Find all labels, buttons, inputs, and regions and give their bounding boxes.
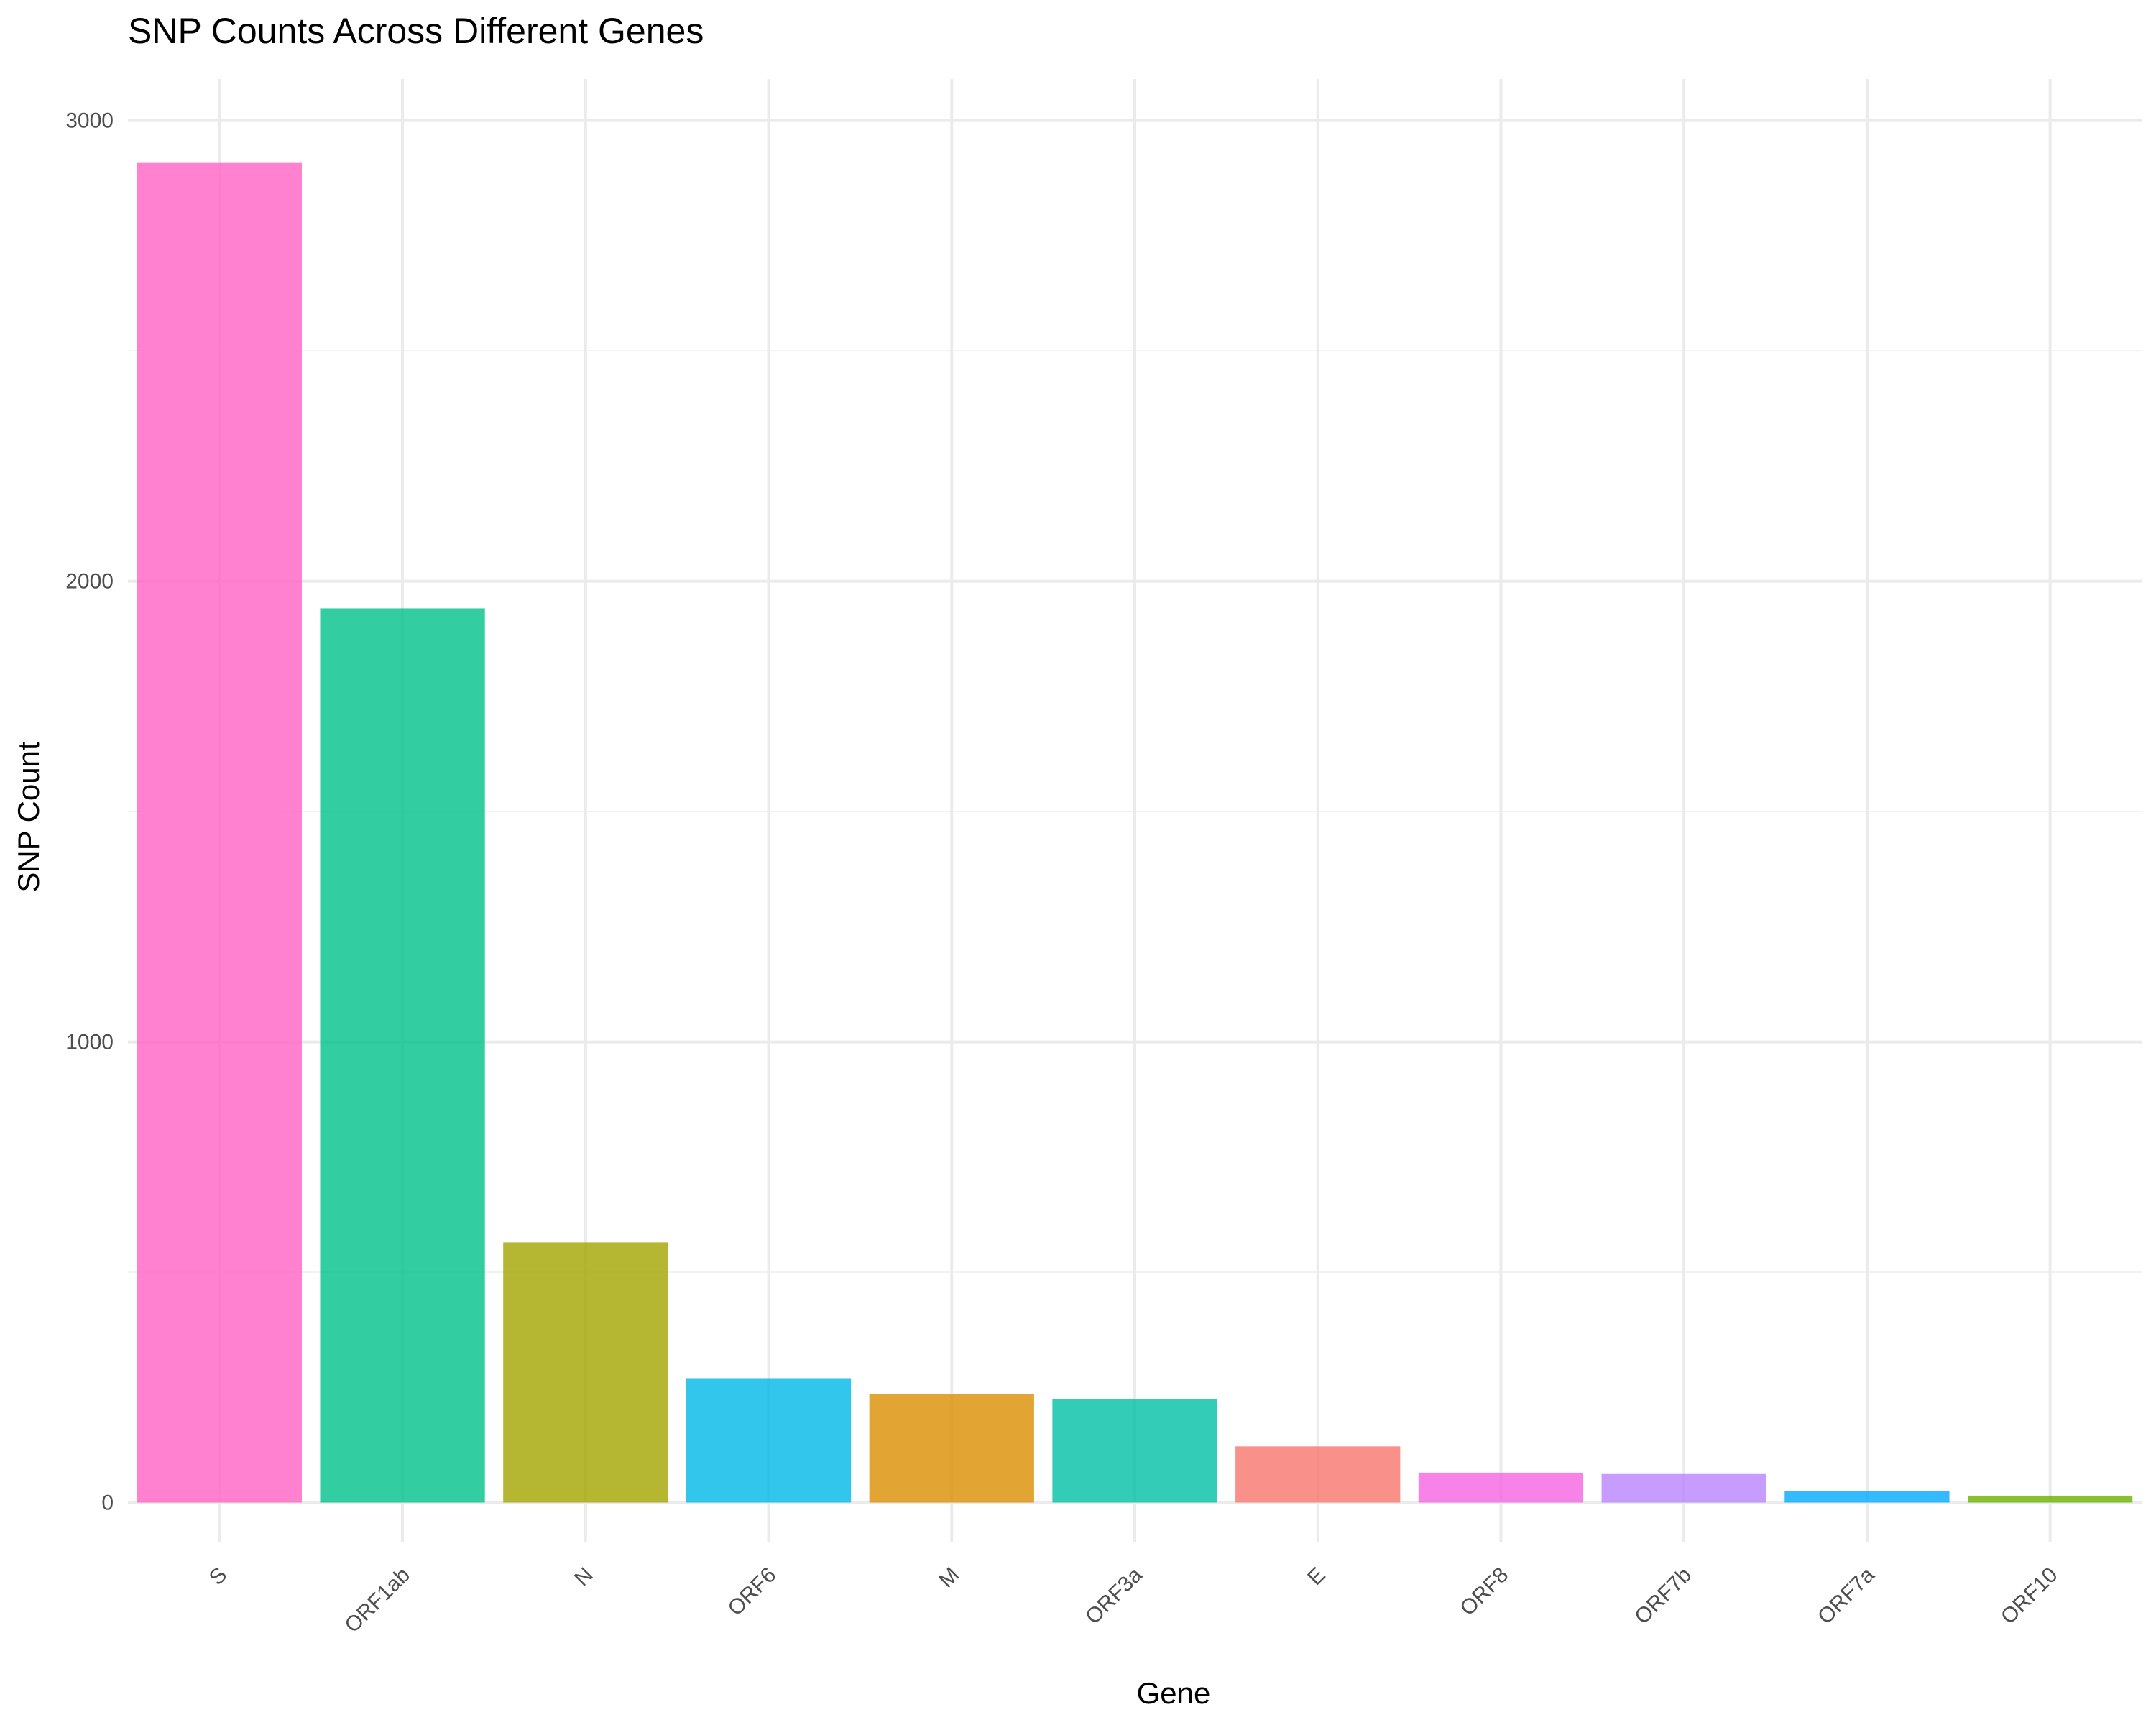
grid [128,79,2142,1542]
y-tick-label: 3000 [65,109,114,133]
x-axis-title: Gene [1137,1676,1211,1710]
x-tick-label: M [934,1563,964,1593]
bar-orf7a [1784,1491,1950,1503]
chart-title: SNP Counts Across Different Genes [128,11,704,51]
y-axis-title: SNP Count [11,742,45,893]
x-tick-label: ORF7b [1630,1563,1696,1629]
x-tick-label: ORF8 [1455,1563,1513,1621]
bars [137,162,2133,1503]
x-tick-label: ORF1ab [341,1563,415,1638]
x-tick-label: ORF6 [724,1563,781,1621]
x-axis-ticks: S ORF1ab N ORF6 M ORF3a E ORF8 ORF7b ORF7a ORF10 [205,1563,2063,1637]
bar-m [869,1394,1034,1503]
bar-orf1ab [320,608,485,1503]
bar-n [503,1242,668,1503]
bar-e [1235,1446,1401,1503]
bar-orf3a [1052,1399,1217,1503]
y-tick-label: 1000 [65,1031,114,1054]
bar-orf8 [1418,1472,1584,1503]
y-tick-label: 2000 [65,570,114,594]
x-tick-label: ORF7a [1813,1563,1879,1629]
x-tick-label: ORF10 [1996,1563,2063,1629]
bar-orf6 [686,1378,852,1503]
bar-s [137,162,302,1503]
x-tick-label: N [570,1563,598,1591]
bar-orf10 [1968,1495,2133,1503]
y-axis-ticks: 0 1000 2000 3000 [65,109,114,1515]
x-tick-label: E [1303,1563,1330,1590]
x-tick-label: ORF3a [1081,1563,1147,1629]
x-tick-label: S [205,1563,231,1590]
bar-orf7b [1601,1473,1766,1503]
y-tick-label: 0 [101,1491,114,1515]
